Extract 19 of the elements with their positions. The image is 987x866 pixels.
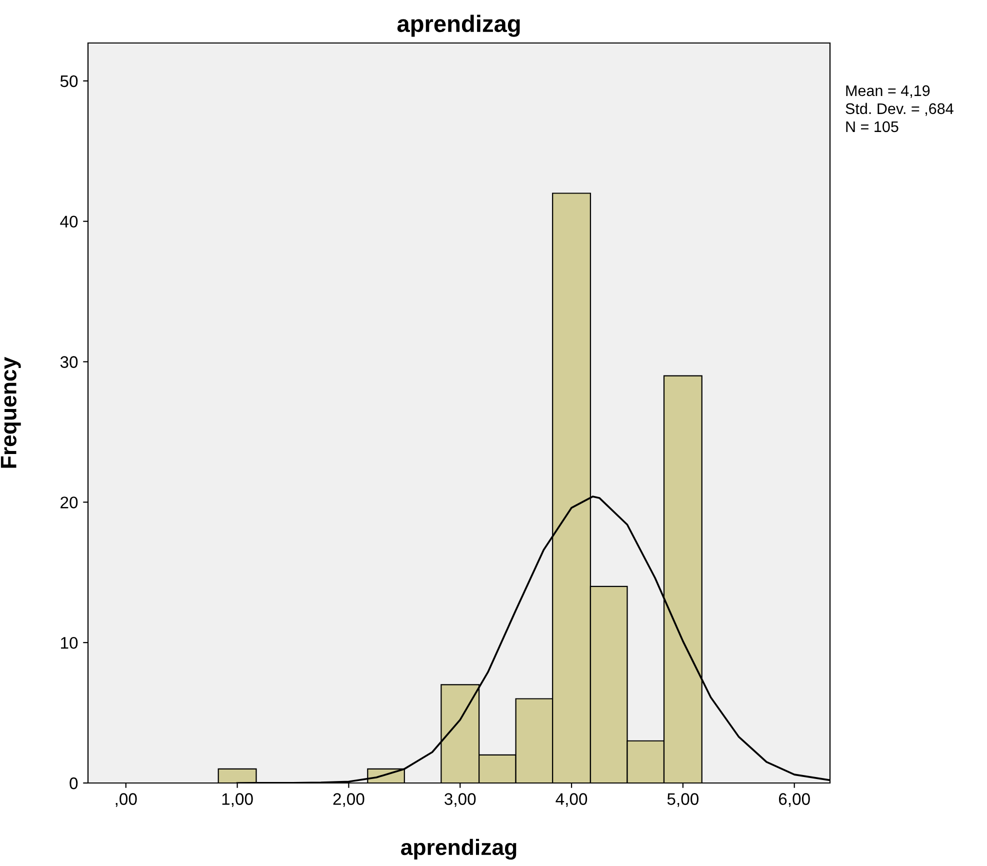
chart-title: aprendizag <box>397 14 520 37</box>
y-tick-label: 50 <box>60 75 78 88</box>
x-tick-label: 2,00 <box>333 793 364 807</box>
y-tick-label: 40 <box>60 216 78 228</box>
x-tick-label: 1,00 <box>222 793 253 807</box>
x-tick-label: ,00 <box>116 793 137 807</box>
y-axis-title: Frequency <box>0 356 21 468</box>
text: N = 105 <box>846 121 898 132</box>
y-tick-label: 20 <box>60 496 78 508</box>
y-tick-label: 0 <box>70 777 78 790</box>
x-tick-label: 6,00 <box>778 793 810 807</box>
text: Std. Dev. = ,684 <box>846 102 954 116</box>
x-tick-label: 3,00 <box>444 793 476 807</box>
x-tick-label: 4,00 <box>556 793 588 807</box>
y-tick-label: 10 <box>61 636 78 649</box>
y-tick-label: 30 <box>60 356 78 368</box>
x-tick-label: 5,00 <box>667 793 699 807</box>
x-axis-title: aprendizag <box>401 838 516 860</box>
text: Mean = 4,19 <box>846 85 930 98</box>
